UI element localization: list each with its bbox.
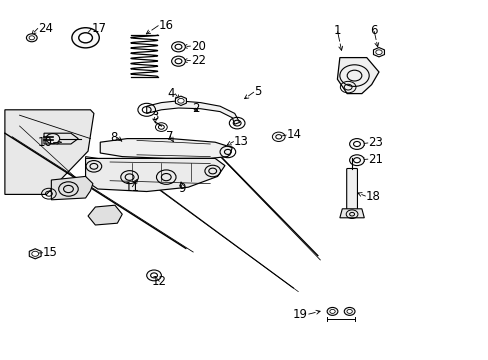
Text: 21: 21	[367, 153, 383, 166]
Circle shape	[146, 270, 161, 281]
Text: 23: 23	[367, 136, 382, 149]
Circle shape	[275, 135, 281, 139]
Text: 16: 16	[159, 19, 174, 32]
Polygon shape	[175, 96, 186, 105]
Circle shape	[171, 56, 185, 66]
Circle shape	[349, 155, 364, 166]
Polygon shape	[339, 209, 364, 218]
Circle shape	[150, 273, 157, 278]
Circle shape	[346, 309, 351, 313]
Circle shape	[329, 309, 335, 313]
Circle shape	[344, 307, 354, 315]
Circle shape	[171, 42, 185, 52]
Text: 22: 22	[190, 54, 205, 67]
Text: 7: 7	[166, 130, 174, 143]
Circle shape	[326, 307, 337, 315]
Polygon shape	[146, 101, 239, 124]
Circle shape	[353, 158, 360, 163]
Circle shape	[46, 134, 60, 144]
Text: 8: 8	[110, 131, 117, 144]
Text: 3: 3	[150, 111, 158, 123]
Text: 20: 20	[190, 40, 205, 53]
Circle shape	[26, 34, 37, 42]
Text: 13: 13	[233, 135, 248, 148]
Text: 24: 24	[38, 22, 53, 35]
Text: 11: 11	[124, 181, 139, 194]
Text: 14: 14	[286, 129, 301, 141]
Polygon shape	[51, 176, 93, 200]
Circle shape	[32, 251, 39, 256]
Polygon shape	[85, 158, 224, 192]
FancyBboxPatch shape	[346, 168, 357, 210]
Text: 18: 18	[365, 190, 380, 203]
Polygon shape	[44, 133, 78, 144]
Text: 10: 10	[38, 136, 53, 149]
Circle shape	[272, 132, 285, 141]
Text: 5: 5	[254, 85, 261, 98]
Text: 12: 12	[152, 275, 166, 288]
Circle shape	[177, 99, 183, 103]
Circle shape	[353, 141, 360, 147]
Polygon shape	[337, 58, 378, 94]
Text: 1: 1	[333, 24, 341, 37]
Polygon shape	[5, 110, 94, 194]
Circle shape	[79, 33, 92, 43]
Text: 9: 9	[178, 183, 185, 195]
Polygon shape	[85, 157, 220, 176]
Polygon shape	[100, 139, 232, 158]
Text: 19: 19	[292, 308, 307, 321]
Circle shape	[175, 44, 182, 49]
Text: 4: 4	[167, 87, 175, 100]
Text: 2: 2	[191, 102, 199, 114]
Text: 17: 17	[92, 22, 107, 35]
Circle shape	[29, 36, 34, 40]
Text: 6: 6	[369, 24, 377, 37]
Circle shape	[175, 59, 182, 64]
Circle shape	[375, 50, 382, 54]
Polygon shape	[29, 249, 41, 259]
Polygon shape	[88, 205, 122, 225]
Circle shape	[72, 28, 99, 48]
Text: 15: 15	[43, 246, 58, 259]
Polygon shape	[373, 48, 384, 57]
Circle shape	[349, 139, 364, 149]
